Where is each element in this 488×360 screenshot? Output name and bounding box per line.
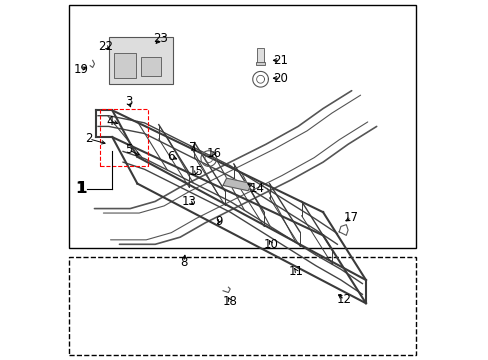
Text: 5: 5 (124, 143, 132, 156)
Polygon shape (223, 178, 251, 191)
Text: 21: 21 (272, 54, 287, 67)
Text: 9: 9 (215, 215, 223, 228)
Bar (69, 5, 415, 248)
Bar (69, 257, 415, 355)
Text: 18: 18 (223, 295, 237, 308)
Text: 7: 7 (188, 141, 196, 154)
Text: 12: 12 (336, 293, 351, 306)
Bar (108, 37, 173, 84)
Text: 6: 6 (167, 150, 175, 163)
Bar (114, 53, 135, 78)
Bar (141, 57, 160, 76)
Text: 16: 16 (206, 147, 221, 160)
Bar (255, 63, 264, 64)
Bar (257, 48, 264, 64)
Text: 14: 14 (249, 183, 264, 195)
Text: 20: 20 (272, 72, 287, 85)
Text: 4: 4 (106, 114, 114, 127)
Text: 17: 17 (344, 211, 358, 224)
Text: 11: 11 (288, 265, 303, 278)
Text: 1: 1 (77, 181, 87, 197)
Text: 8: 8 (180, 256, 187, 269)
Text: 3: 3 (124, 95, 132, 108)
Text: 23: 23 (153, 32, 168, 45)
Text: 1: 1 (76, 181, 86, 197)
Text: 2: 2 (85, 132, 93, 145)
Text: 22: 22 (98, 40, 112, 53)
Text: 10: 10 (264, 238, 278, 251)
Text: 19: 19 (73, 63, 88, 76)
Text: 15: 15 (188, 165, 203, 177)
Text: 13: 13 (182, 195, 196, 208)
